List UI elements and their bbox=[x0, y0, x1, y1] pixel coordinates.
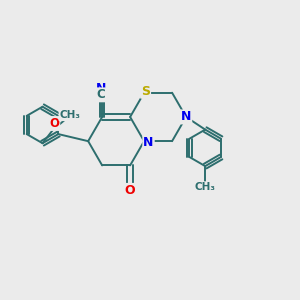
Text: CH₃: CH₃ bbox=[59, 110, 80, 120]
Text: C: C bbox=[96, 88, 105, 101]
Text: O: O bbox=[125, 184, 135, 197]
Text: S: S bbox=[141, 85, 150, 98]
Text: N: N bbox=[181, 110, 191, 123]
Text: N: N bbox=[95, 82, 106, 94]
Text: O: O bbox=[49, 117, 59, 130]
Text: N: N bbox=[143, 136, 154, 149]
Text: CH₃: CH₃ bbox=[195, 182, 216, 192]
